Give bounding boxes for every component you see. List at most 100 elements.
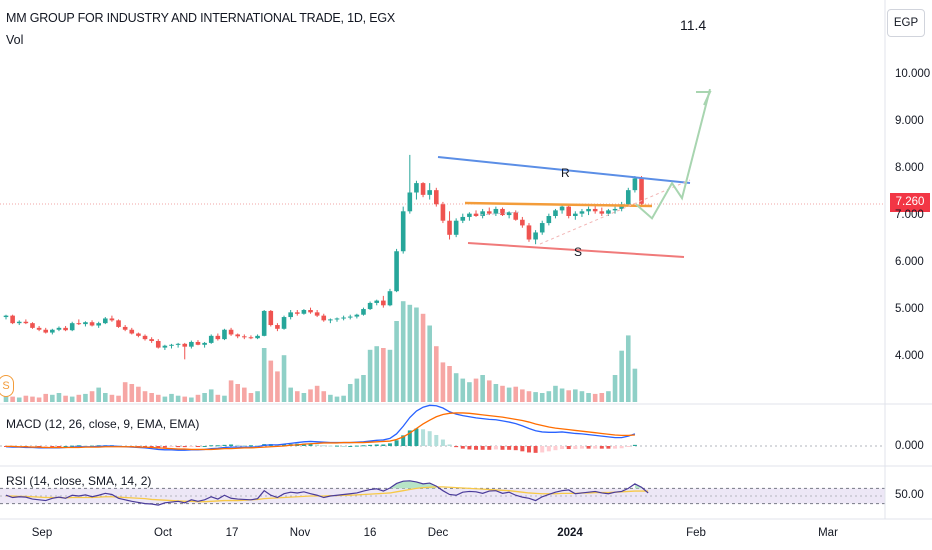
candle-body: [539, 223, 545, 233]
macd-histogram-bar: [606, 446, 611, 449]
rsi-tick: 50.00: [895, 489, 924, 501]
candle-body: [440, 204, 446, 221]
candle-body: [242, 336, 247, 338]
volume-bar: [400, 301, 406, 402]
macd-histogram-bar: [63, 446, 68, 447]
volume-bar: [606, 391, 611, 402]
candle-body: [573, 213, 578, 216]
candle-body: [381, 300, 386, 306]
macd-histogram-bar: [176, 446, 181, 448]
macd-histogram-bar: [447, 444, 452, 446]
resistance-label: R: [561, 166, 570, 180]
candle-body: [83, 322, 88, 325]
volume-bar: [314, 385, 320, 402]
macd-histogram-bar: [586, 446, 591, 449]
macd-histogram-bar: [454, 446, 459, 448]
candle-body: [136, 333, 141, 336]
volume-bar: [573, 389, 578, 402]
volume-bars: [3, 301, 638, 402]
candle-body: [116, 320, 121, 327]
currency-button[interactable]: EGP: [887, 9, 925, 37]
macd-histogram-bar: [553, 446, 558, 451]
candle-body: [486, 211, 492, 214]
macd-histogram-bar: [613, 446, 618, 449]
macd-tick: 0.000: [895, 440, 924, 452]
volume-bar: [612, 375, 618, 402]
macd-histogram-bar: [513, 446, 518, 451]
volume-bar: [56, 393, 62, 402]
volume-bar: [116, 395, 121, 402]
macd-histogram-bar: [467, 446, 472, 450]
candle-body: [103, 318, 108, 324]
resistance-line: [437, 156, 691, 184]
candle-body: [23, 321, 29, 324]
volume-bar: [467, 382, 472, 402]
candle-body: [394, 251, 399, 292]
volume-bar: [36, 397, 42, 402]
volume-bar: [539, 393, 545, 402]
volume-bar: [294, 391, 300, 402]
trendline-drawings[interactable]: RS: [437, 88, 712, 259]
volume-bar: [599, 393, 605, 402]
macd-histogram-bar: [381, 444, 386, 446]
volume-bar: [427, 325, 432, 402]
candle-body: [407, 192, 413, 212]
volume-bar: [354, 378, 360, 402]
volume-bar: [63, 395, 68, 402]
macd-histogram-bar: [394, 440, 399, 446]
candle-body: [480, 211, 485, 216]
macd-histogram-bar: [546, 446, 551, 452]
candle-body: [500, 208, 505, 216]
macd-histogram-bar: [189, 446, 194, 447]
volume-bar: [142, 391, 148, 402]
rsi-label[interactable]: RSI (14, close, SMA, 14, 2): [6, 474, 152, 488]
volume-bar: [242, 387, 247, 402]
candle-body: [169, 344, 174, 346]
volume-bar: [3, 394, 9, 402]
candle-body: [334, 318, 340, 320]
volume-bar: [440, 362, 446, 402]
macd-histogram-bar: [235, 444, 240, 446]
candle-body: [268, 310, 274, 326]
candle-body: [520, 219, 525, 226]
volume-label: Vol: [6, 33, 24, 47]
support-line: [467, 242, 685, 258]
price-tick: 9.000: [895, 115, 924, 127]
macd-histogram-bar: [209, 445, 214, 447]
candle-body: [493, 208, 499, 214]
axes-frame: [0, 0, 932, 520]
candle-body: [533, 232, 538, 240]
volume-bar: [43, 393, 49, 402]
macd-histogram-bar: [427, 431, 432, 446]
candle-body: [553, 210, 558, 216]
candle-body: [129, 329, 135, 334]
macd-label[interactable]: MACD (12, 26, close, 9, EMA, EMA): [6, 417, 200, 431]
candle-body: [361, 309, 366, 315]
macd-histogram-bar: [493, 446, 498, 450]
candle-body: [228, 329, 234, 335]
volume-bar: [334, 396, 340, 402]
volume-bar: [341, 395, 346, 402]
price-tick: 5.000: [895, 303, 924, 315]
volume-bar: [586, 393, 591, 402]
rsi-ma-line: [6, 486, 649, 503]
candle-body: [460, 216, 466, 221]
candle-body: [387, 291, 393, 306]
candle-body: [248, 337, 254, 339]
candle-body: [76, 323, 82, 325]
candle-body: [625, 190, 631, 205]
macd-histogram-bar: [533, 446, 538, 453]
volume-bar: [321, 391, 327, 402]
volume-bar: [122, 382, 128, 402]
volume-bar: [625, 335, 631, 402]
candle-body: [122, 326, 128, 330]
candle-body: [586, 208, 591, 212]
candle-body: [321, 315, 327, 321]
candle-body: [109, 318, 115, 321]
macd-histogram-bar: [335, 445, 339, 447]
volume-bar: [96, 387, 101, 402]
target-annotation: 11.4: [680, 17, 707, 33]
dividend-badge[interactable]: S: [0, 375, 14, 397]
candle-body: [142, 335, 148, 340]
